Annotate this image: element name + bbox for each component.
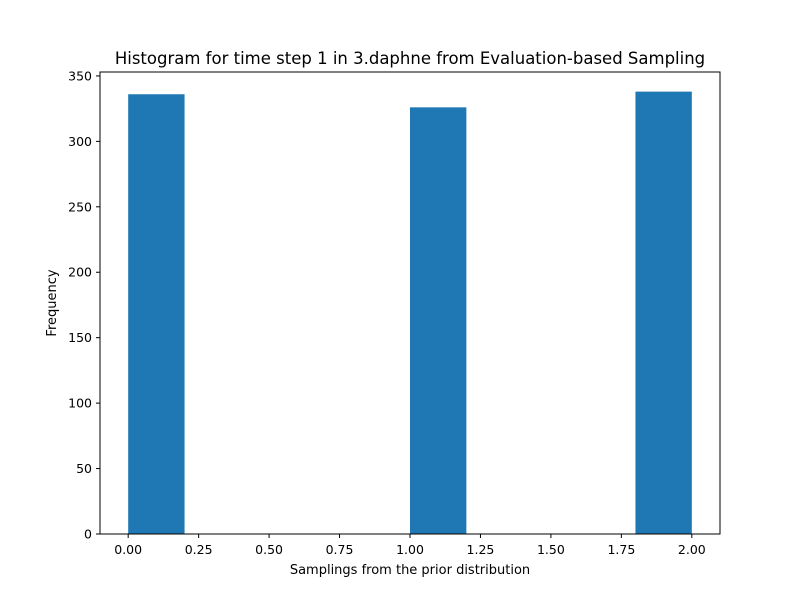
y-tick-label: 250 — [68, 199, 92, 214]
y-tick-label: 100 — [68, 396, 92, 411]
y-axis-ticks: 0 50 100 150 200 250 300 350 — [68, 68, 100, 542]
y-tick-label: 50 — [76, 461, 92, 476]
x-tick-label: 0.00 — [114, 542, 142, 557]
x-tick-label: 1.50 — [537, 542, 565, 557]
x-axis-label: Samplings from the prior distribution — [290, 563, 530, 578]
x-tick-label: 1.00 — [396, 542, 424, 557]
x-tick-label: 0.75 — [326, 542, 354, 557]
y-tick-label: 350 — [68, 68, 92, 83]
y-tick-label: 300 — [68, 134, 92, 149]
x-tick-label: 1.25 — [467, 542, 495, 557]
x-tick-label: 1.75 — [607, 542, 635, 557]
y-axis-label: Frequency — [45, 269, 60, 336]
histogram-bar-1 — [410, 107, 467, 535]
histogram-bar-2 — [635, 91, 692, 535]
x-axis-ticks: 0.00 0.25 0.50 0.75 1.00 1.25 1.50 1.75 2.00 — [114, 534, 706, 557]
x-tick-label: 2.00 — [678, 542, 706, 557]
x-tick-label: 0.50 — [255, 542, 283, 557]
y-tick-label: 150 — [68, 330, 92, 345]
x-tick-label: 0.25 — [185, 542, 213, 557]
bars-group — [128, 91, 692, 535]
y-tick-label: 200 — [68, 265, 92, 280]
chart-title: Histogram for time step 1 in 3.daphne fr… — [115, 49, 705, 68]
histogram-bar-0 — [128, 94, 185, 534]
y-tick-label: 0 — [84, 527, 92, 542]
